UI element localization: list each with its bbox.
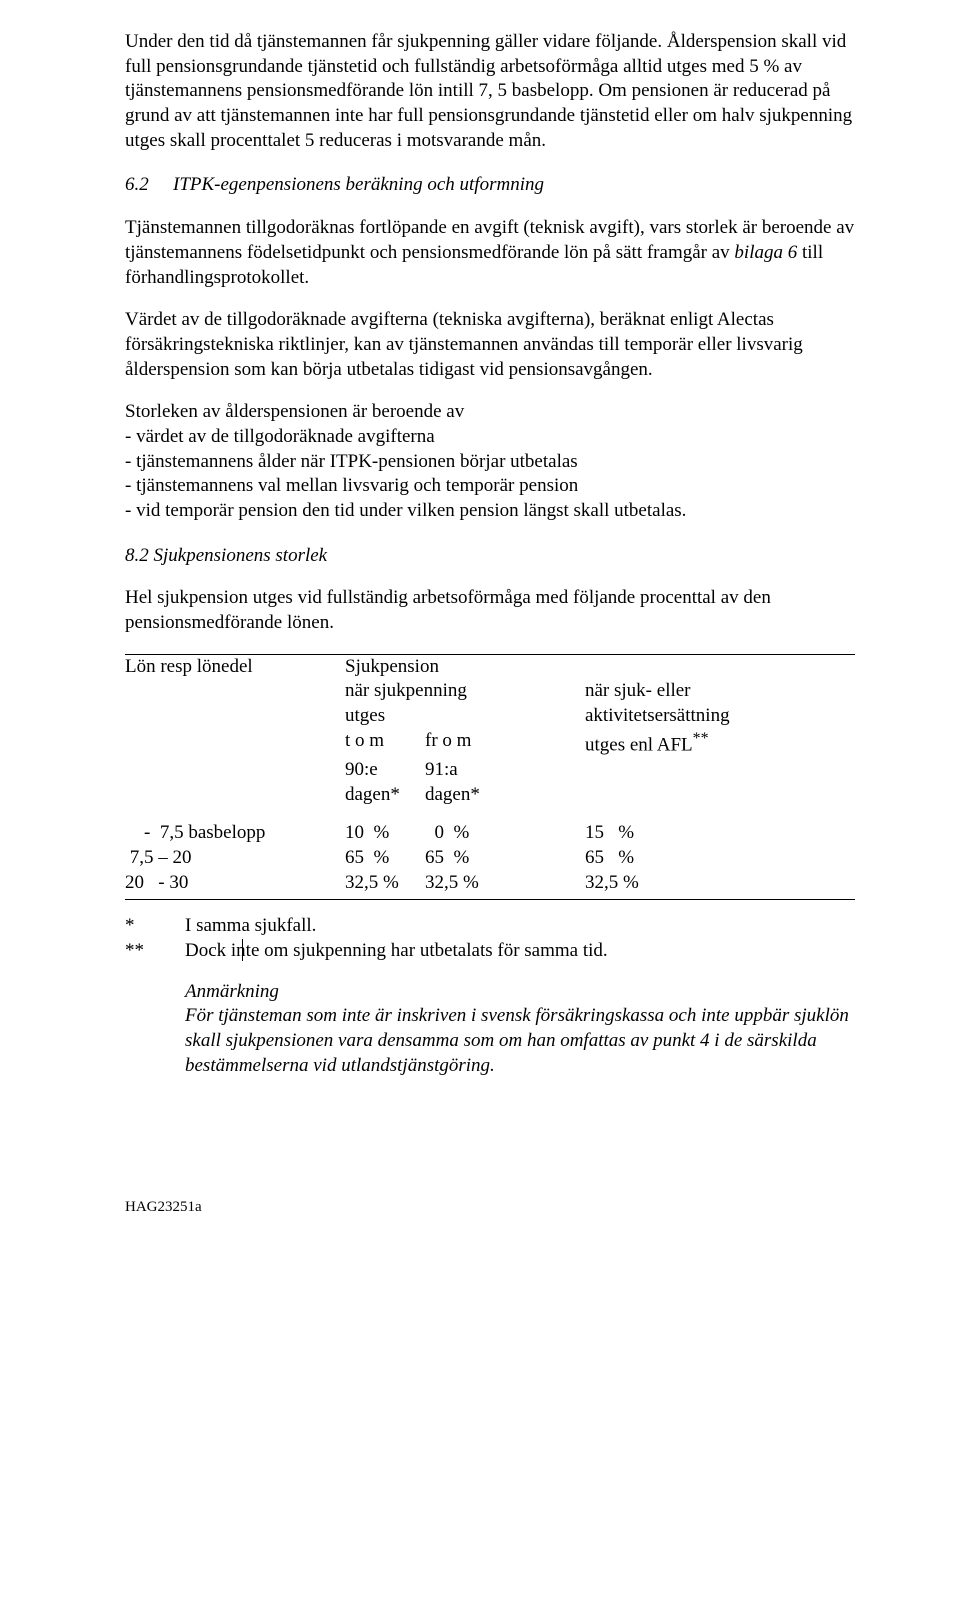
table-row: 20 - 30 32,5 % 32,5 % 32,5 % bbox=[125, 871, 855, 900]
footnote-text: Dock inte om sjukpenning har utbetalats … bbox=[185, 939, 608, 964]
table-sub: utges bbox=[345, 704, 585, 729]
section-6-2-heading: 6.2ITPK-egenpensionens beräkning och utf… bbox=[125, 173, 855, 198]
remark-block: Anmärkning För tjänsteman som inte är in… bbox=[125, 980, 855, 1079]
table-cell: 0 % bbox=[425, 821, 585, 846]
table-cell: 32,5 % bbox=[425, 871, 585, 900]
list-item: - tjänstemannens ålder när ITPK-pensione… bbox=[125, 450, 855, 475]
remark-title: Anmärkning bbox=[185, 980, 855, 1005]
table-sub: dagen* bbox=[345, 783, 425, 808]
table-row: 7,5 – 20 65 % 65 % 65 % bbox=[125, 846, 855, 871]
remark-body: För tjänsteman som inte är inskriven i s… bbox=[185, 1004, 855, 1078]
table-sub: när sjukpenning bbox=[345, 679, 585, 704]
list-item: - värdet av de tillgodoräknade avgiftern… bbox=[125, 425, 855, 450]
table-sub: 91:a bbox=[425, 758, 585, 783]
paragraph-5: Hel sjukpension utges vid fullständig ar… bbox=[125, 586, 855, 635]
footnote-mark: ** bbox=[125, 939, 185, 964]
revision-bar-icon bbox=[242, 939, 243, 961]
footnote-1: * I samma sjukfall. bbox=[125, 914, 855, 939]
table-cell: 7,5 – 20 bbox=[125, 846, 345, 871]
table-cell: 65 % bbox=[345, 846, 425, 871]
table-sub: t o m bbox=[345, 729, 425, 758]
footnote-2: ** Dock inte om sjukpenning har utbetala… bbox=[125, 939, 855, 964]
table-sub: dagen* bbox=[425, 783, 585, 808]
table-cell: 32,5 % bbox=[345, 871, 425, 900]
table-cell: - 7,5 basbelopp bbox=[125, 821, 345, 846]
list-item: - tjänstemannens val mellan livsvarig oc… bbox=[125, 474, 855, 499]
table-cell: 10 % bbox=[345, 821, 425, 846]
table-sub: fr o m bbox=[425, 729, 585, 758]
table-sub: utges enl AFL** bbox=[585, 729, 855, 758]
footnote-mark: * bbox=[125, 914, 185, 939]
table-cell: 15 % bbox=[585, 821, 855, 846]
footnotes: * I samma sjukfall. ** Dock inte om sjuk… bbox=[125, 914, 855, 963]
document-page: Under den tid då tjänstemannen får sjukp… bbox=[0, 0, 960, 1278]
paragraph-3: Värdet av de tillgodoräknade avgifterna … bbox=[125, 308, 855, 382]
paragraph-2: Tjänstemannen tillgodoräknas fortlöpande… bbox=[125, 216, 855, 290]
paragraph-1: Under den tid då tjänstemannen får sjukp… bbox=[125, 30, 855, 153]
section-number: 6.2 bbox=[125, 173, 173, 198]
table-cell: 65 % bbox=[425, 846, 585, 871]
table-sub: aktivitetsersättning bbox=[585, 704, 855, 729]
paragraph-4-list: Storleken av ålderspensionen är beroende… bbox=[125, 400, 855, 523]
section-title: ITPK-egenpensionens beräkning och utform… bbox=[173, 174, 544, 195]
footnote-text: I samma sjukfall. bbox=[185, 914, 316, 939]
table-sub: 90:e bbox=[345, 758, 425, 783]
paragraph-2-italic: bilaga 6 bbox=[734, 242, 797, 263]
list-item: - vid temporär pension den tid under vil… bbox=[125, 499, 855, 524]
footer-code: HAG23251a bbox=[125, 1198, 855, 1218]
table-cell: 32,5 % bbox=[585, 871, 855, 900]
table-header-sjukpension: Sjukpension bbox=[345, 654, 585, 679]
table-header-lon: Lön resp lönedel bbox=[125, 654, 345, 679]
table-cell: 20 - 30 bbox=[125, 871, 345, 900]
table-header-empty bbox=[585, 654, 855, 679]
section-8-2-heading: 8.2 Sjukpensionens storlek bbox=[125, 544, 855, 569]
sjukpension-table: Lön resp lönedel Sjukpension när sjukpen… bbox=[125, 654, 855, 901]
table-sub: när sjuk- eller bbox=[585, 679, 855, 704]
table-cell: 65 % bbox=[585, 846, 855, 871]
paragraph-4-lead: Storleken av ålderspensionen är beroende… bbox=[125, 400, 855, 425]
table-row: - 7,5 basbelopp 10 % 0 % 15 % bbox=[125, 821, 855, 846]
